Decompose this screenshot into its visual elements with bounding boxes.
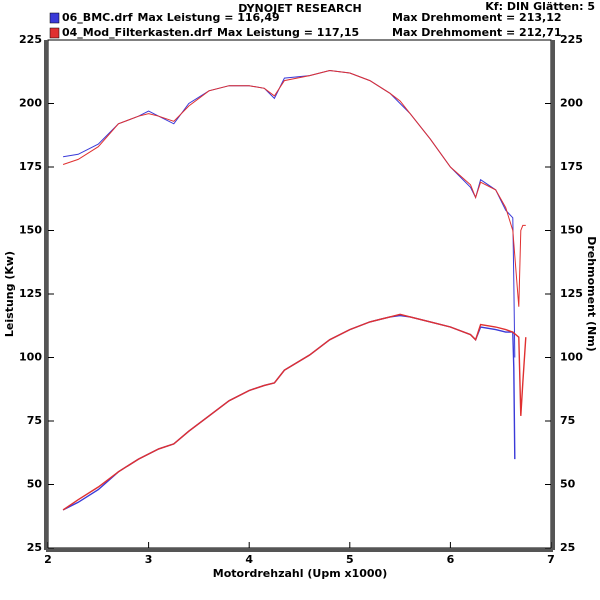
y-tick-label: 50 (27, 478, 43, 491)
y-tick-label: 125 (19, 287, 42, 300)
y2-tick-label: 100 (560, 351, 583, 364)
x-axis-label: Motordrehzahl (Upm x1000) (213, 567, 387, 580)
y-tick-label: 225 (19, 33, 42, 46)
x-tick-label: 7 (547, 553, 555, 566)
x-tick-label: 4 (245, 553, 253, 566)
chart-title: DYNOJET RESEARCH (238, 2, 361, 15)
torque-line (62, 69, 526, 307)
plot-area (47, 39, 552, 549)
y-axis-label: Leistung (Kw) (3, 251, 16, 337)
y2-tick-label: 25 (560, 541, 575, 554)
y2-tick-label: 200 (560, 97, 583, 110)
legend-swatch (49, 12, 60, 24)
y2-tick-label: 175 (560, 160, 583, 173)
y-tick-label: 75 (27, 414, 42, 427)
y2-tick-label: 75 (560, 414, 575, 427)
power-line (62, 313, 527, 511)
legend-swatch (49, 27, 60, 39)
x-tick-label: 3 (145, 553, 153, 566)
legend-max-torque: Max Drehmoment = 213,12 (392, 11, 562, 24)
y2-tick-label: 50 (560, 478, 576, 491)
legend-entry: 04_Mod_Filterkasten.drf (62, 26, 212, 39)
y-tick-label: 200 (19, 97, 42, 110)
y-tick-label: 25 (27, 541, 42, 554)
legend-max-power: Max Leistung = 116,49 (137, 11, 279, 24)
legend-max-torque: Max Drehmoment = 212,71 (392, 26, 562, 39)
y2-tick-label: 225 (560, 33, 583, 46)
y2-tick-label: 150 (560, 224, 583, 237)
y2-axis-label: Drehmoment (Nm) (585, 236, 598, 351)
x-tick-label: 5 (346, 553, 354, 566)
y-tick-label: 150 (19, 224, 42, 237)
x-tick-label: 6 (447, 553, 455, 566)
y-tick-label: 100 (19, 351, 42, 364)
subtitle: Kf: DIN Glätten: 5 (485, 0, 595, 13)
legend-entry: 06_BMC.drf (62, 11, 133, 24)
y2-tick-label: 125 (560, 287, 583, 300)
y-tick-label: 175 (19, 160, 42, 173)
x-tick-label: 2 (44, 553, 52, 566)
legend-max-power: Max Leistung = 117,15 (217, 26, 359, 39)
